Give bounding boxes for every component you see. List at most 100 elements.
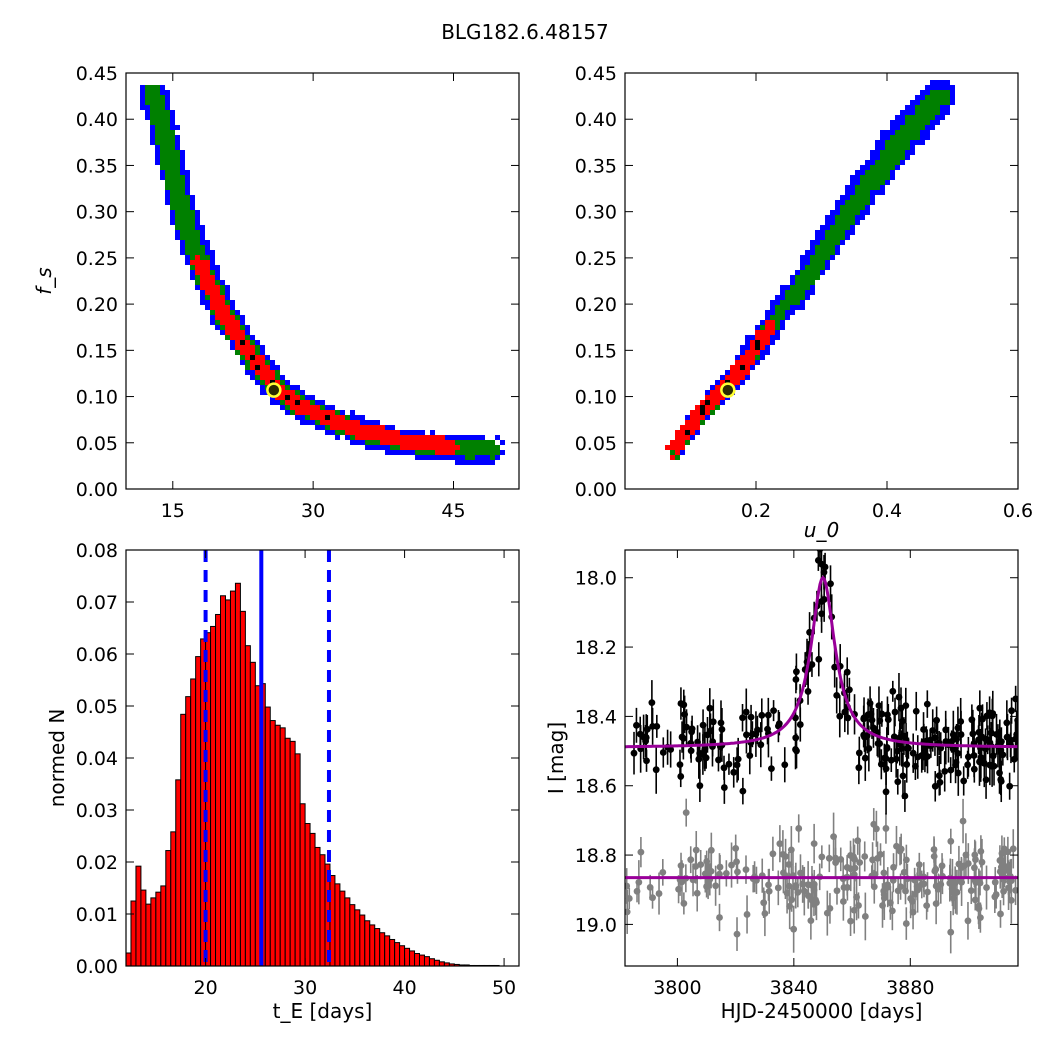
likelihood-cell (350, 420, 355, 425)
likelihood-cell (770, 310, 775, 315)
likelihood-cell (215, 270, 220, 275)
y-tick-label: 0.05 (575, 433, 617, 455)
likelihood-cell (735, 375, 740, 380)
likelihood-cell (865, 185, 870, 190)
data-point (633, 721, 640, 729)
likelihood-cell (480, 460, 485, 465)
likelihood-cell (285, 390, 290, 395)
likelihood-cell (440, 455, 445, 460)
likelihood-cell (420, 450, 425, 455)
data-point (1004, 848, 1012, 856)
likelihood-cell (170, 220, 175, 225)
likelihood-cell (275, 380, 280, 385)
y-tick-label: 0.15 (575, 340, 617, 362)
likelihood-cell (285, 405, 290, 410)
data-point (964, 860, 972, 867)
y-tick-label: 0.30 (76, 202, 118, 224)
likelihood-cell (910, 125, 915, 130)
histogram-bar (419, 954, 425, 967)
likelihood-cell (355, 430, 360, 435)
likelihood-cell (250, 345, 255, 350)
likelihood-cell (340, 420, 345, 425)
likelihood-cell (800, 295, 805, 300)
likelihood-core-cell (325, 415, 330, 420)
likelihood-cell (330, 415, 335, 420)
likelihood-cell (900, 145, 905, 150)
likelihood-cell (445, 440, 450, 445)
likelihood-cell (460, 445, 465, 450)
x-tick-label: 40 (392, 977, 416, 999)
likelihood-cell (805, 290, 810, 295)
likelihood-cell (330, 405, 335, 410)
likelihood-cell (325, 405, 330, 410)
likelihood-cell (700, 420, 705, 425)
likelihood-cell (685, 435, 690, 440)
likelihood-cell (195, 220, 200, 225)
likelihood-cell (830, 225, 835, 230)
data-point (796, 721, 804, 728)
likelihood-cell (865, 200, 870, 205)
likelihood-cell (845, 235, 850, 240)
likelihood-cell (170, 170, 175, 175)
likelihood-cell (240, 320, 245, 325)
likelihood-cell (175, 140, 180, 145)
likelihood-cell (725, 375, 730, 380)
likelihood-cell (415, 440, 420, 445)
likelihood-cell (215, 275, 220, 280)
likelihood-cell (860, 205, 865, 210)
likelihood-cell (340, 410, 345, 415)
likelihood-cell (675, 435, 680, 440)
likelihood-cell (160, 165, 165, 170)
likelihood-cell (690, 420, 695, 425)
likelihood-cell (900, 150, 905, 155)
likelihood-cell (920, 130, 925, 135)
data-point (882, 788, 890, 796)
likelihood-cell (190, 230, 195, 235)
likelihood-cell (295, 415, 300, 420)
likelihood-cell (325, 410, 330, 415)
likelihood-cell (345, 430, 350, 435)
likelihood-cell (325, 420, 330, 425)
likelihood-cell (915, 100, 920, 105)
likelihood-cell (810, 255, 815, 260)
likelihood-cell (180, 205, 185, 210)
data-point (847, 917, 854, 925)
likelihood-cell (695, 415, 700, 420)
x-tick-label: 20 (194, 977, 218, 999)
likelihood-cell (145, 90, 150, 95)
likelihood-cell (195, 210, 200, 215)
data-point (850, 853, 857, 861)
likelihood-cell (395, 435, 400, 440)
likelihood-cell (165, 170, 170, 175)
likelihood-cell (865, 195, 870, 200)
likelihood-cell (755, 325, 760, 330)
likelihood-cell (220, 280, 225, 285)
likelihood-cell (850, 190, 855, 195)
data-point (902, 702, 910, 710)
data-point (971, 896, 979, 904)
likelihood-cell (880, 175, 885, 180)
likelihood-cell (820, 240, 825, 245)
histogram-bar (369, 924, 376, 967)
data-point (844, 714, 852, 722)
data-point (932, 865, 940, 873)
likelihood-cell (780, 310, 785, 315)
data-point (746, 752, 754, 760)
likelihood-cell (160, 105, 165, 110)
likelihood-cell (310, 420, 315, 425)
histogram-bar (244, 645, 251, 967)
likelihood-cell (845, 200, 850, 205)
histogram-bar (229, 590, 236, 967)
likelihood-cell (310, 400, 315, 405)
likelihood-cell (950, 90, 955, 95)
likelihood-cell (470, 435, 475, 440)
data-point (742, 708, 750, 716)
likelihood-cell (180, 200, 185, 205)
likelihood-cell (210, 290, 215, 295)
likelihood-cell (860, 200, 865, 205)
likelihood-cell (840, 215, 845, 220)
x-tick-label: 50 (492, 977, 516, 999)
likelihood-cell (800, 260, 805, 265)
likelihood-cell (410, 440, 415, 445)
likelihood-cell (225, 310, 230, 315)
